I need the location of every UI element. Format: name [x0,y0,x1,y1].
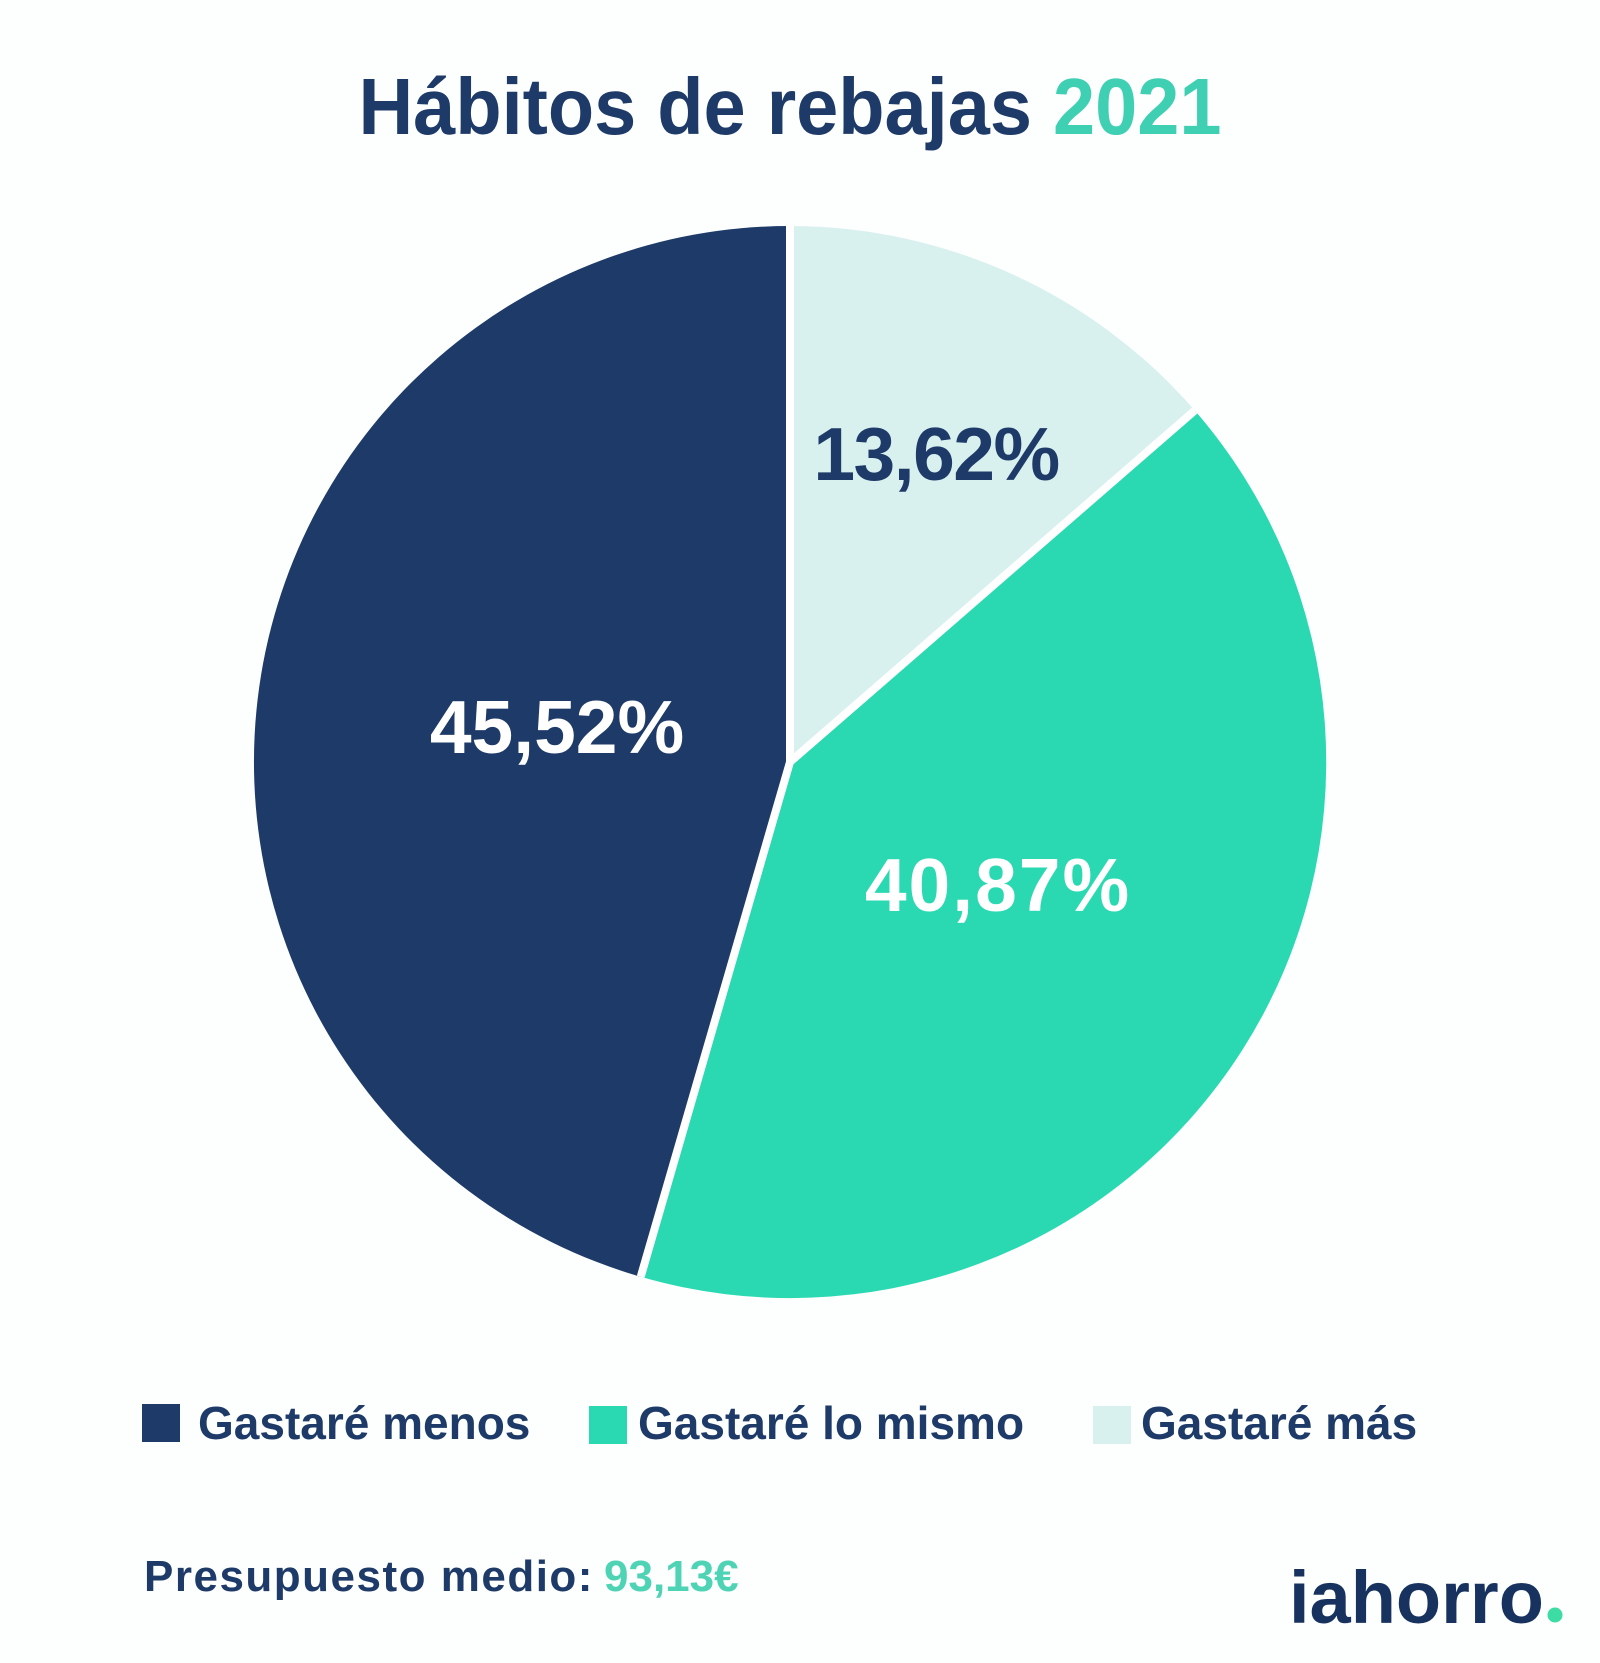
svg-text:45,52%: 45,52% [430,685,684,769]
svg-text:13,62%: 13,62% [813,412,1058,496]
svg-text:Gastaré lo mismo: Gastaré lo mismo [638,1397,1024,1449]
svg-text:Presupuesto medio:: Presupuesto medio: [144,1552,594,1601]
svg-text:40,87%: 40,87% [865,843,1131,927]
svg-text:iahorro: iahorro [1289,1556,1544,1639]
svg-text:Gastaré menos: Gastaré menos [198,1397,530,1449]
svg-text:Hábitos de rebajas 2021: Hábitos de rebajas 2021 [359,62,1222,151]
svg-text:Gastaré más: Gastaré más [1141,1397,1417,1449]
svg-text:93,13€: 93,13€ [604,1552,739,1601]
